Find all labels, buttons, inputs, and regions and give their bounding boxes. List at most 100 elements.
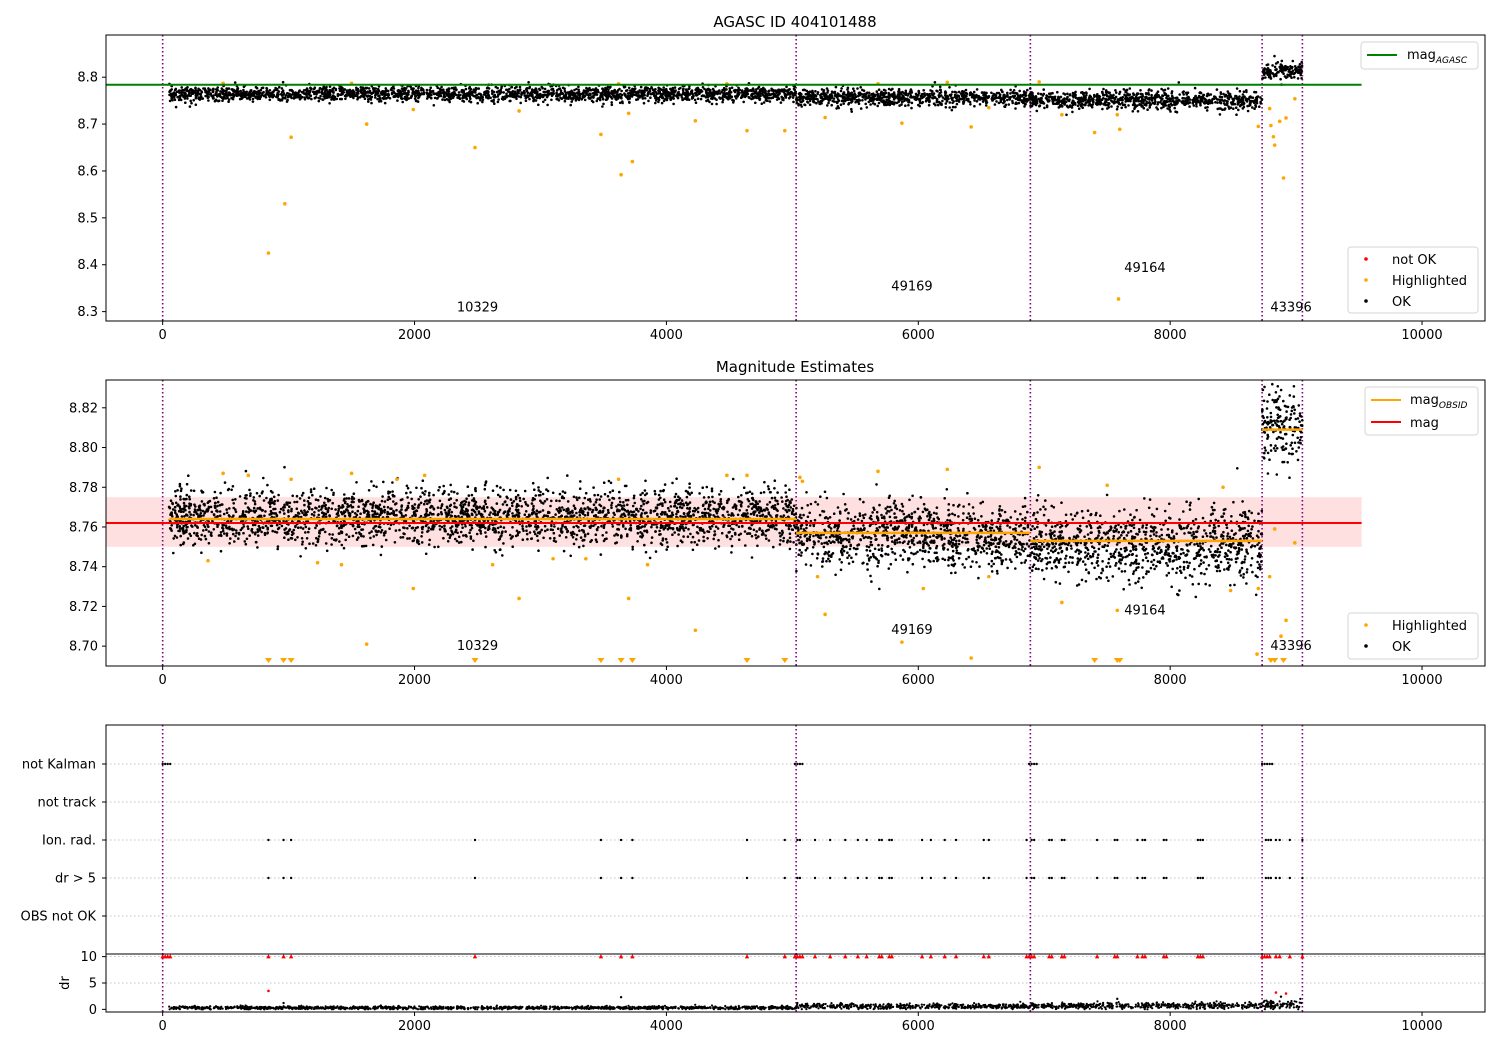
agasc-ok-point	[944, 90, 947, 93]
agasc-panel: AGASC ID 404101488 10329491694916443396 …	[77, 13, 1486, 343]
agasc-ok-point	[516, 88, 519, 92]
agasc-ok-point	[875, 90, 879, 93]
agasc-ok-point	[737, 88, 741, 91]
agasc-ok-point	[940, 102, 943, 105]
magnitude-ok-point	[575, 511, 578, 515]
agasc-ok-point	[907, 103, 910, 107]
magnitude-ok-point	[789, 506, 792, 509]
agasc-ok-point	[705, 93, 709, 96]
magnitude-ok-point	[663, 500, 667, 504]
magnitude-ok-point	[508, 488, 512, 492]
agasc-ok-point	[1184, 97, 1188, 100]
agasc-ok-point	[524, 99, 528, 102]
agasc-ok-point	[1021, 93, 1025, 97]
agasc-ok-point	[752, 96, 755, 100]
agasc-ok-point	[812, 99, 815, 103]
magnitude-ok-point	[228, 542, 231, 545]
agasc-ok-point	[907, 92, 910, 96]
magnitude-ok-point	[717, 545, 721, 548]
agasc-ok-point	[1101, 91, 1104, 95]
magnitude-ok-point	[218, 514, 222, 517]
agasc-ok-point	[591, 100, 595, 104]
agasc-ok-point	[1282, 69, 1286, 72]
magnitude-ok-point	[185, 482, 189, 486]
agasc-ok-point	[1231, 102, 1235, 105]
agasc-ok-point	[1061, 98, 1065, 101]
agasc-ok-point	[711, 97, 714, 101]
agasc-ok-point	[447, 94, 451, 98]
agasc-ok-point	[1164, 104, 1168, 107]
agasc-ok-point	[1057, 99, 1060, 102]
agasc-ok-point	[508, 87, 511, 91]
agasc-ok-point	[948, 93, 952, 97]
agasc-highlighted-point-14	[969, 125, 973, 129]
magnitude-ok-point	[248, 534, 251, 537]
agasc-ok-point	[638, 89, 641, 92]
agasc-ok-point	[475, 93, 479, 97]
agasc-ok-point	[1210, 100, 1213, 104]
agasc-ok-point	[1160, 97, 1163, 101]
agasc-highlighted-point-23	[1271, 134, 1276, 139]
agasc-ok-point	[474, 86, 478, 90]
agasc-ok-point	[328, 102, 331, 105]
agasc-ok-point	[591, 92, 594, 95]
agasc-ok-point	[299, 97, 303, 100]
agasc-ok-point	[814, 94, 818, 98]
magnitude-ok-point	[525, 529, 528, 532]
agasc-ok-point	[1166, 87, 1170, 90]
agasc-ok-point	[657, 86, 660, 90]
agasc-ok-point	[699, 97, 703, 101]
agasc-ok-point	[534, 90, 537, 93]
agasc-ok-point	[1215, 98, 1219, 101]
magnitude-ok-point	[226, 488, 230, 492]
magnitude-ok-point	[343, 514, 347, 518]
agasc-ok-point	[194, 96, 198, 99]
agasc-ok-point	[1045, 94, 1048, 97]
agasc-ok-point	[1262, 76, 1265, 80]
agasc-ok-point	[345, 94, 348, 97]
agasc-ok-point	[1145, 92, 1148, 96]
agasc-ok-point	[310, 97, 313, 101]
agasc-ok-point	[808, 103, 812, 106]
agasc-ok-point	[184, 101, 187, 104]
agasc-ok-point	[1007, 103, 1011, 106]
agasc-ok-point	[319, 94, 322, 98]
agasc-ok-point	[1252, 101, 1256, 105]
agasc-ok-point	[909, 95, 912, 99]
agasc-ok-point	[975, 100, 979, 103]
magnitude-ok-point	[438, 528, 442, 531]
agasc-ok-point	[504, 95, 507, 98]
agasc-ok-point	[473, 90, 476, 93]
agasc-ok-point	[927, 95, 931, 99]
agasc-ok-point	[192, 98, 195, 102]
agasc-ok-point	[661, 89, 665, 92]
magnitude-ok-point	[347, 535, 351, 538]
agasc-ok-point	[944, 106, 948, 109]
agasc-ok-point	[1164, 101, 1168, 104]
agasc-ok-point	[856, 87, 859, 90]
agasc-ok-point	[632, 93, 636, 96]
agasc-ok-point	[845, 93, 848, 97]
magnitude-ok-point	[616, 533, 619, 537]
magnitude-ok-point	[675, 477, 678, 481]
agasc-ok-point	[518, 85, 522, 89]
agasc-ok-point	[528, 97, 531, 101]
agasc-ok-point	[305, 90, 309, 93]
agasc-ok-point	[951, 90, 954, 94]
agasc-ok-point	[525, 89, 529, 93]
agasc-ok-point	[1116, 105, 1119, 108]
agasc-ok-point	[948, 86, 951, 89]
agasc-ok-point	[445, 97, 449, 101]
agasc-ok-point	[435, 97, 439, 100]
magnitude-ok-point	[756, 544, 759, 548]
agasc-ok-point	[186, 94, 190, 97]
agasc-ok-point	[828, 95, 832, 98]
agasc-ok-point	[1226, 96, 1229, 100]
agasc-ok-point	[317, 96, 321, 100]
agasc-ok-point	[1080, 91, 1083, 94]
agasc-ok-point	[538, 88, 542, 92]
agasc-ok-point	[1108, 91, 1111, 95]
agasc-ok-point	[904, 104, 907, 107]
agasc-highlighted-point-1	[283, 201, 287, 206]
